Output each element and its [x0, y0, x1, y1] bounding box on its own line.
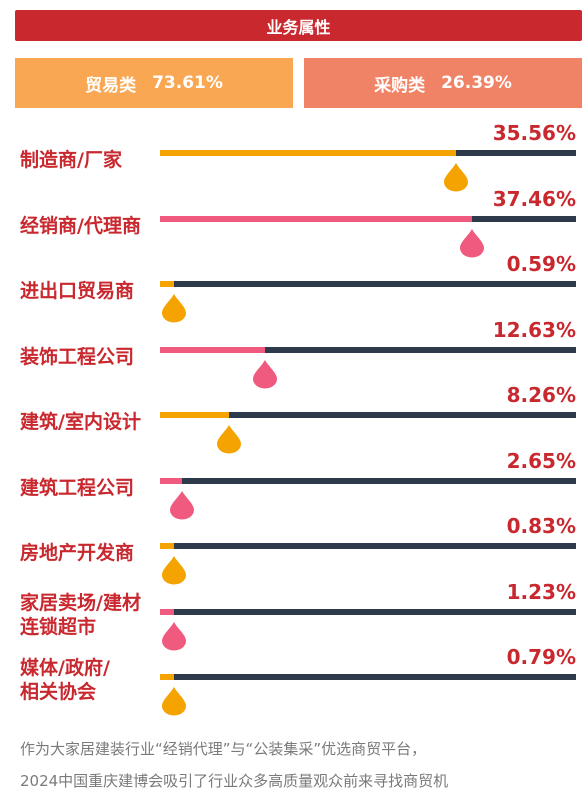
drop-marker-icon: [162, 687, 186, 716]
drop-marker-icon: [459, 229, 484, 258]
procurement-value: 26.39%: [441, 73, 512, 93]
category-label-line: 家居卖场/建材: [20, 592, 141, 614]
drop-marker-icon: [443, 163, 468, 192]
drop-marker-icon: [253, 360, 278, 389]
category-label: 媒体/政府/相关协会: [20, 656, 110, 704]
bar-track: [160, 150, 576, 156]
category-label-line: 房地产开发商: [20, 542, 135, 564]
trade-summary-box: 贸易类 73.61%: [15, 58, 293, 108]
footer-line-2: 2024中国重庆建博会吸引了行业众多高质量观众前来寻找商贸机: [20, 772, 449, 790]
bar-track: [160, 674, 576, 680]
value-label: 2.65%: [506, 449, 576, 473]
procurement-summary-box: 采购类 26.39%: [304, 58, 582, 108]
drop-marker-icon: [162, 622, 186, 651]
procurement-label: 采购类: [374, 75, 426, 96]
category-label-line: 建筑工程公司: [20, 477, 135, 499]
value-label: 37.46%: [492, 187, 576, 211]
trade-value: 73.61%: [152, 73, 223, 93]
category-label-line: 装饰工程公司: [20, 346, 135, 368]
footer-line-1: 作为大家居建装行业“经销代理”与“公装集采”优选商贸平台，: [20, 740, 427, 758]
bar-track: [160, 609, 576, 615]
drop-marker-icon: [162, 556, 186, 585]
category-label: 制造商/厂家: [20, 148, 122, 172]
category-label: 进出口贸易商: [20, 279, 134, 303]
category-label: 房地产开发商: [20, 541, 134, 565]
category-label-line: 制造商/厂家: [20, 149, 122, 171]
bar-fill: [160, 478, 183, 484]
drop-marker-icon: [170, 491, 195, 520]
category-label: 建筑工程公司: [20, 476, 134, 500]
bar-track: [160, 543, 576, 549]
bar-fill: [160, 347, 266, 353]
value-label: 8.26%: [506, 383, 576, 407]
category-label-line: 进出口贸易商: [20, 280, 135, 302]
category-label-line: 连锁超市: [20, 616, 97, 638]
category-label: 装饰工程公司: [20, 345, 134, 369]
section-title: 业务属性: [15, 10, 582, 41]
trade-label: 贸易类: [85, 75, 137, 96]
bar-track: [160, 347, 576, 353]
value-label: 1.23%: [506, 580, 576, 604]
category-label: 建筑/室内设计: [20, 410, 141, 434]
bar-fill: [160, 281, 174, 287]
value-label: 0.59%: [506, 252, 576, 276]
drop-marker-icon: [162, 294, 186, 323]
value-label: 12.63%: [492, 318, 576, 342]
bar-fill: [160, 216, 472, 222]
bar-fill: [160, 609, 174, 615]
bar-track: [160, 412, 576, 418]
bar-track: [160, 281, 576, 287]
value-label: 0.79%: [506, 645, 576, 669]
bar-track: [160, 478, 576, 484]
category-label-line: 经销商/代理商: [20, 215, 141, 237]
category-label-line: 相关协会: [20, 681, 97, 703]
bar-fill: [160, 543, 174, 549]
bar-track: [160, 216, 576, 222]
category-label-line: 媒体/政府/: [20, 657, 110, 679]
category-label-line: 建筑/室内设计: [20, 411, 141, 433]
bar-fill: [160, 674, 174, 680]
category-label: 经销商/代理商: [20, 214, 141, 238]
value-label: 0.83%: [506, 514, 576, 538]
drop-marker-icon: [216, 425, 241, 454]
category-label: 家居卖场/建材 连锁超市: [20, 591, 141, 639]
value-label: 35.56%: [492, 121, 576, 145]
bar-fill: [160, 150, 456, 156]
bar-fill: [160, 412, 229, 418]
